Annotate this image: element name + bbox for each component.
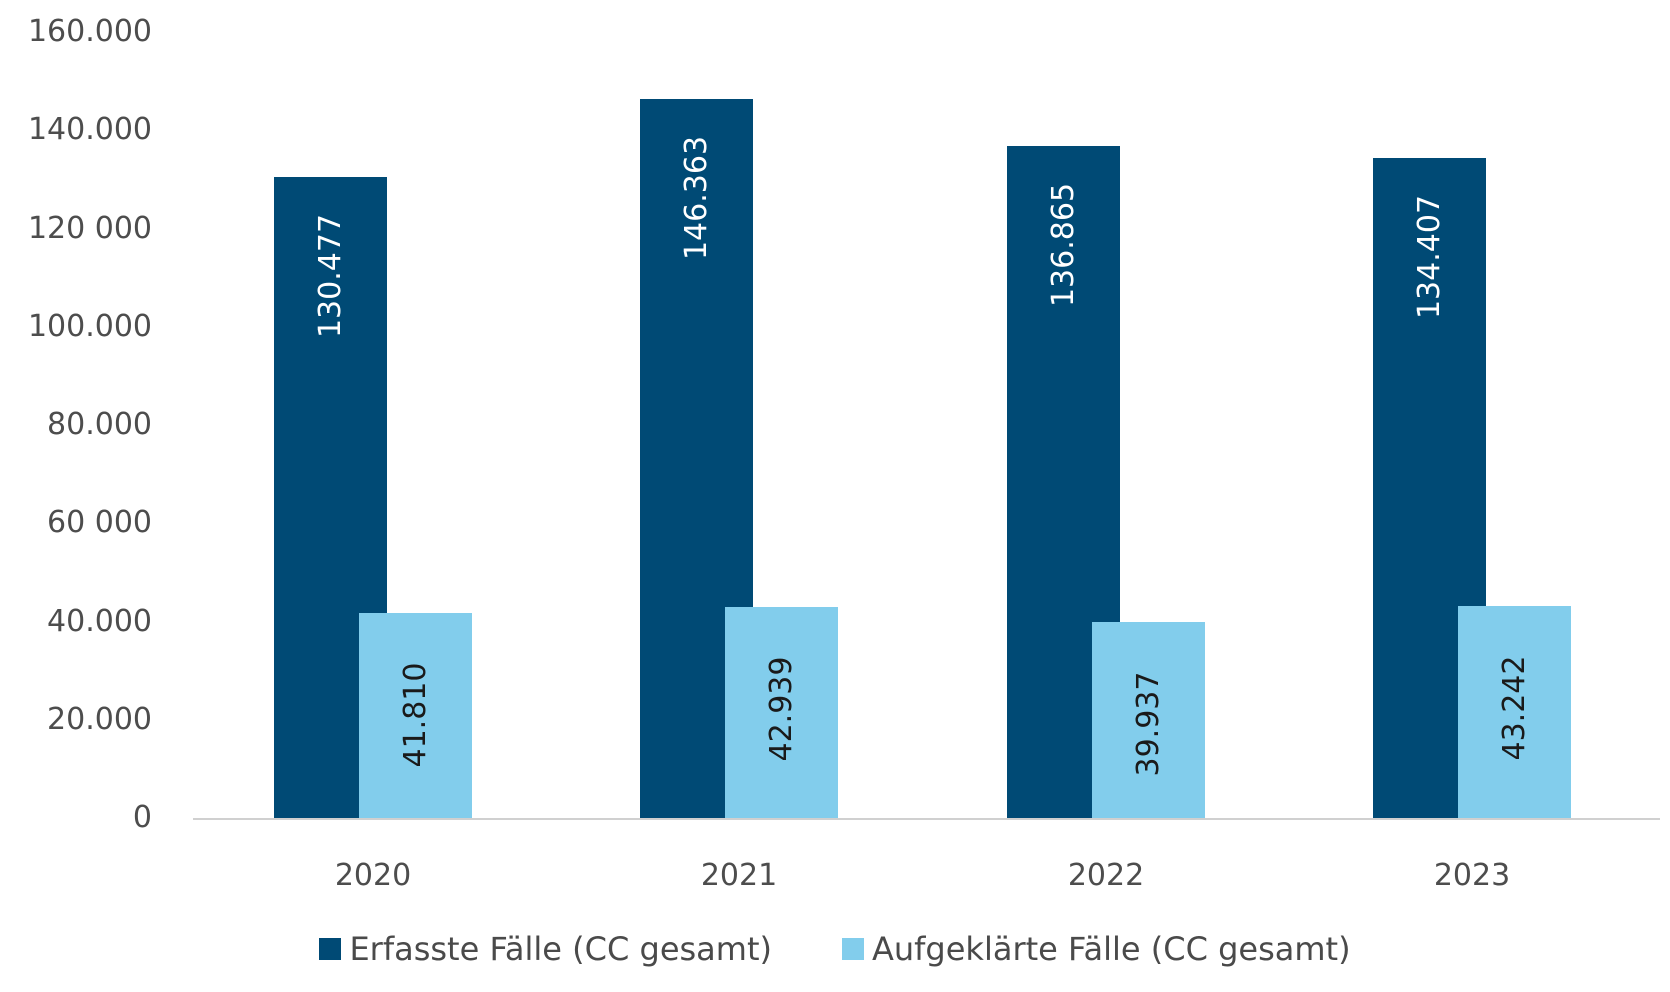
x-tick-label: 2022 (1067, 858, 1145, 893)
legend-swatch-light-square-icon (841, 938, 864, 960)
legend-label: Aufgeklärte Fälle (CC gesamt) (871, 930, 1351, 968)
legend-item-aufgeklaerte: Aufgeklärte Fälle (CC gesamt) (841, 930, 1351, 968)
legend-label: Erfasste Fälle (CC gesamt) (349, 930, 772, 968)
bar-aufgeklaerte-2020: 41.810 (359, 612, 472, 818)
bar-aufgeklaerte-2022: 39.937 (1092, 621, 1205, 818)
y-tick-label: 0 (132, 800, 152, 835)
bar-value-label: 39.937 (1130, 671, 1166, 777)
bar-value-label: 41.810 (397, 662, 433, 768)
bar-aufgeklaerte-2023: 43.242 (1458, 605, 1571, 818)
legend: Erfasste Fälle (CC gesamt) Aufgeklärte F… (0, 930, 1670, 968)
x-tick-label: 2021 (700, 858, 778, 893)
bar-value-label: 146.363 (678, 135, 714, 261)
y-tick-label: 140.000 (27, 112, 152, 148)
legend-swatch-dark-square-icon (319, 938, 342, 960)
y-tick-label: 120 000 (27, 210, 152, 246)
y-tick-label: 40.000 (47, 603, 152, 639)
y-tick-label: 60 000 (47, 505, 152, 541)
x-axis-baseline (193, 818, 1660, 820)
y-tick-label: 160.000 (27, 14, 152, 49)
x-tick-label: 2020 (334, 858, 412, 893)
bar-value-label: 42.939 (763, 656, 799, 762)
y-tick-label: 80.000 (47, 407, 152, 442)
bar-value-label: 43.242 (1496, 655, 1532, 761)
y-tick-label: 100.000 (27, 308, 152, 344)
y-tick-label: 20.000 (47, 701, 152, 737)
bar-value-label: 136.865 (1045, 182, 1081, 307)
x-tick-label: 2023 (1433, 858, 1511, 893)
bar-aufgeklaerte-2021: 42.939 (725, 607, 838, 818)
legend-item-erfasste: Erfasste Fälle (CC gesamt) (319, 930, 772, 968)
bar-value-label: 134.407 (1411, 194, 1447, 319)
bar-value-label: 130.477 (312, 214, 348, 339)
